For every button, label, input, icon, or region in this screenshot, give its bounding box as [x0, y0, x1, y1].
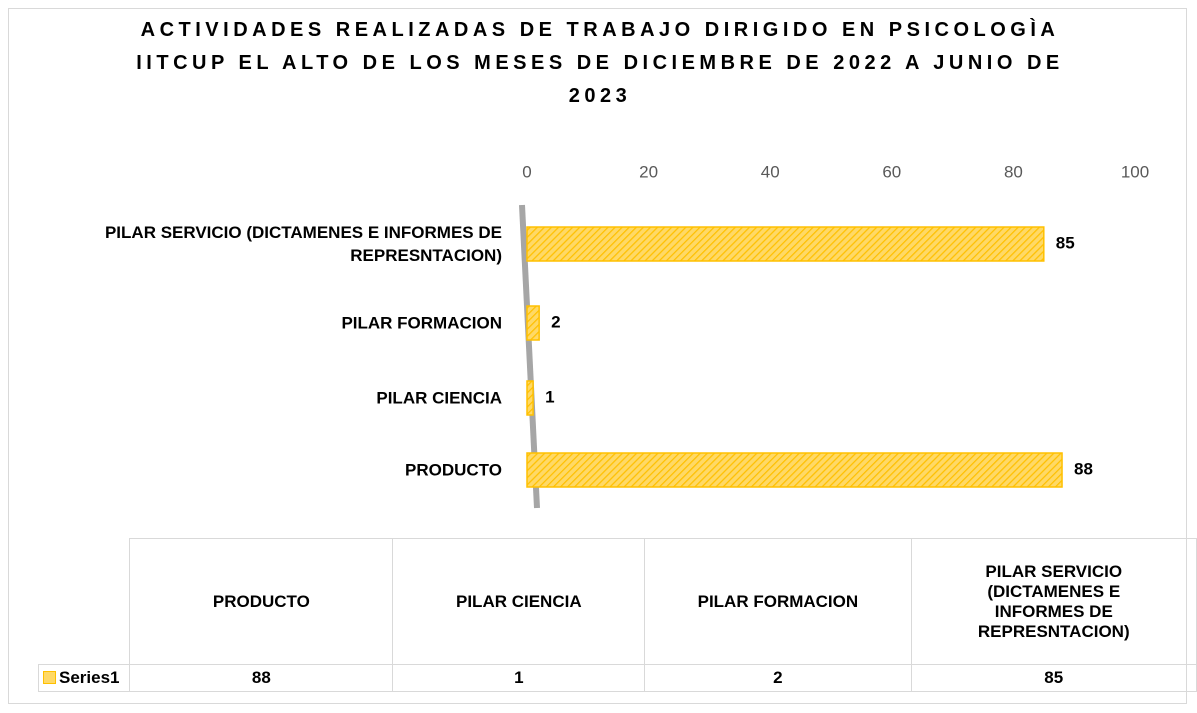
legend-cell: Series1 — [37, 664, 131, 692]
x-tick-label: 0 — [522, 162, 531, 181]
x-tick-label: 80 — [1004, 162, 1023, 181]
data-label: 85 — [1056, 233, 1075, 252]
data-label: 88 — [1074, 459, 1093, 478]
category-label: PRODUCTO — [405, 460, 502, 480]
table-value: 1 — [392, 664, 646, 692]
x-tick-label: 60 — [882, 162, 901, 181]
data-table: PRODUCTO PILAR CIENCIA PILAR FORMACION PILA… — [37, 538, 1197, 692]
bar — [526, 226, 1045, 262]
table-header: PILAR SERVICIO (DICTAMENES E INFORMES DE… — [910, 538, 1197, 665]
category-label: PILAR SERVICIO (DICTAMENES E INFORMES DE… — [104, 223, 502, 265]
empty-cell — [38, 538, 131, 665]
legend-key — [43, 671, 56, 684]
data-label: 2 — [551, 312, 560, 331]
table-value: 88 — [129, 664, 394, 692]
table-value: 85 — [910, 664, 1197, 692]
table-header: PRODUCTO — [129, 538, 394, 665]
table-header: PILAR FORMACION — [644, 538, 912, 665]
table-header: PILAR CIENCIA — [392, 538, 646, 665]
chart-title: ACTIVIDADES REALIZADAS DE TRABAJO DIRIGI… — [136, 19, 1064, 107]
category-label: PILAR FORMACION — [341, 313, 502, 333]
legend-label: Series1 — [59, 668, 120, 687]
category-label: PILAR CIENCIA — [376, 388, 502, 408]
data-label: 1 — [545, 387, 554, 406]
table-value: 2 — [644, 664, 912, 692]
x-tick-label: 20 — [639, 162, 658, 181]
bar — [526, 452, 1063, 488]
x-tick-label: 40 — [761, 162, 780, 181]
x-tick-label: 100 — [1121, 162, 1149, 181]
chart-frame — [8, 8, 1187, 704]
bar — [526, 380, 534, 416]
bar — [526, 305, 540, 341]
